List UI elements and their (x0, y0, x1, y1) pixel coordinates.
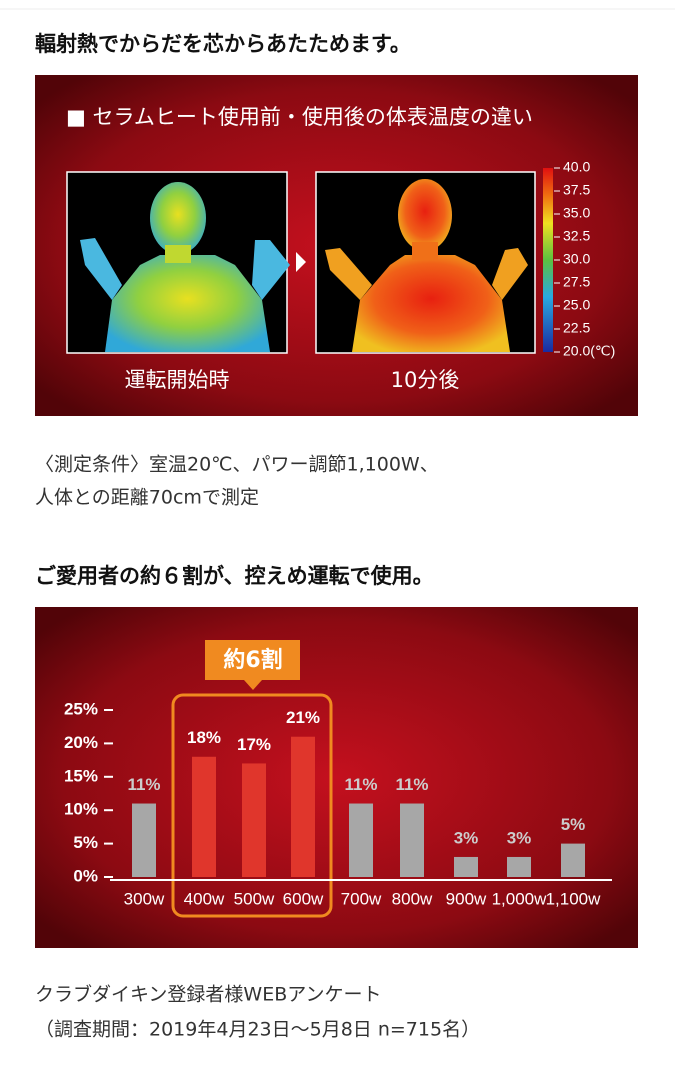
bar (400, 803, 424, 877)
callout-text: 約6割 (223, 647, 282, 673)
survey-line: （調査期間：2019年4月23日〜5月8日 n=715名） (35, 1019, 480, 1041)
scale-label: 22.5 (563, 320, 590, 336)
y-tick-label: 0% (73, 866, 98, 885)
scale-label: 40.0 (563, 159, 590, 175)
bar (132, 803, 156, 877)
conditions-line: 人体との距離70cmで測定 (35, 487, 259, 509)
scale-label: 25.0 (563, 297, 590, 313)
y-tick-label: 25% (64, 699, 98, 718)
panel-title: ■ セラムヒート使用前・使用後の体表温度の違い (66, 105, 533, 129)
bar (242, 763, 266, 877)
thermal-after (315, 171, 536, 354)
x-tick-label: 400w (184, 889, 225, 908)
x-tick-label: 900w (446, 889, 487, 908)
value-label: 3% (454, 828, 479, 847)
highlight-frame (171, 693, 333, 918)
chart-panel (35, 607, 638, 948)
x-tick-label: 1,000w (492, 889, 548, 908)
x-tick-label: 600w (283, 889, 324, 908)
caption-after: 10分後 (391, 368, 460, 392)
scale-label: 35.0 (563, 205, 590, 221)
bar (561, 843, 585, 877)
bar (291, 736, 315, 877)
value-label: 3% (507, 828, 532, 847)
scale-label: 20.0(℃) (563, 343, 615, 359)
value-label: 11% (127, 775, 160, 794)
bar (192, 756, 216, 877)
value-label: 11% (344, 775, 377, 794)
y-tick-label: 15% (64, 766, 98, 785)
conditions-line: 〈測定条件〉室温20℃、パワー調節1,100W、 (35, 454, 439, 476)
scale-label: 37.5 (563, 182, 590, 198)
thermal-before (66, 171, 290, 354)
heading: ご愛用者の約６割が、控えめ運転で使用。 (35, 564, 434, 588)
scale-label: 32.5 (563, 228, 590, 244)
heading: 輻射熱でからだを芯からあたためます。 (35, 32, 411, 56)
arrow (296, 252, 306, 272)
caption-before: 運転開始時 (125, 368, 230, 392)
temperature-scale (543, 168, 553, 352)
value-label: 5% (561, 815, 586, 834)
callout (205, 640, 300, 690)
scale-label: 27.5 (563, 274, 590, 290)
x-tick-label: 700w (341, 889, 382, 908)
x-tick-label: 500w (234, 889, 275, 908)
value-label: 21% (286, 708, 320, 727)
y-tick-label: 5% (73, 833, 98, 852)
x-tick-label: 300w (124, 889, 165, 908)
x-tick-label: 1,100w (546, 889, 602, 908)
y-tick-label: 20% (64, 733, 98, 752)
value-label: 11% (395, 775, 428, 794)
scale-label: 30.0 (563, 251, 590, 267)
bar (454, 856, 478, 877)
bar (507, 856, 531, 877)
x-tick-label: 800w (392, 889, 433, 908)
y-tick-label: 10% (64, 800, 98, 819)
bar (349, 803, 373, 877)
value-label: 17% (237, 735, 271, 754)
survey-line: クラブダイキン登録者様WEBアンケート (35, 983, 382, 1006)
value-label: 18% (187, 728, 221, 747)
